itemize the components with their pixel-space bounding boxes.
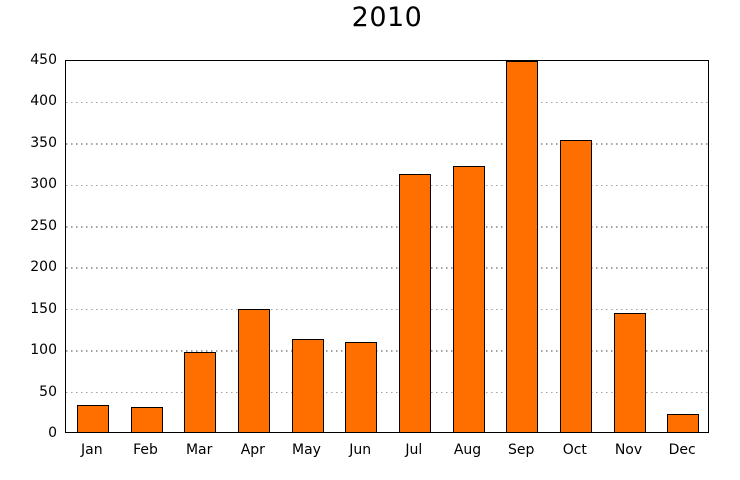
gridline-y-250 [66,226,708,228]
y-tick-label-450: 450 [30,52,57,68]
bar-jul [398,174,431,432]
bar-jan [76,404,109,432]
bar-feb [130,407,163,432]
gridline-y-350 [66,143,708,145]
bar-dec [667,413,700,432]
bar-nov [613,312,646,432]
x-tick-label-oct: Oct [562,442,587,458]
bar-sep [506,60,539,432]
x-tick-label-nov: Nov [614,442,643,458]
x-tick-label-dec: Dec [668,442,696,458]
bar-aug [452,165,485,432]
x-tick-label-feb: Feb [133,442,158,458]
y-tick-label-50: 50 [39,383,57,400]
y-tick-label-400: 400 [30,93,57,110]
bar-mar [184,351,217,432]
gridline-y-150 [66,308,708,311]
gridline-y-50 [66,391,708,394]
bar-oct [559,140,592,432]
y-tick-label-250: 250 [30,217,57,234]
y-tick-label-100: 100 [30,342,57,359]
x-tick-label-aug: Aug [453,442,482,458]
x-tick-label-sep: Sep [507,442,535,458]
y-tick-label-200: 200 [30,259,57,276]
x-tick-label-jul: Jul [405,442,423,458]
gridline-y-200 [66,267,708,269]
gridline-y-400 [66,101,708,104]
x-tick-label-jun: Jun [349,442,372,458]
x-tick-label-jan: Jan [81,442,103,458]
chart-title: 2010 [351,2,423,33]
bar-apr [237,309,270,432]
y-tick-label-150: 150 [30,300,57,317]
x-tick-label-mar: Mar [185,442,213,458]
x-tick-label-may: May [292,442,321,458]
bar-jun [345,342,378,432]
x-tick-label-apr: Apr [240,442,265,458]
y-tick-label-300: 300 [30,176,57,193]
gridline-y-100 [66,350,708,352]
bar-may [291,339,324,432]
y-tick-label-350: 350 [30,134,57,151]
plot-area [65,60,709,433]
gridline-y-300 [66,184,708,187]
y-tick-label-0: 0 [48,425,57,441]
